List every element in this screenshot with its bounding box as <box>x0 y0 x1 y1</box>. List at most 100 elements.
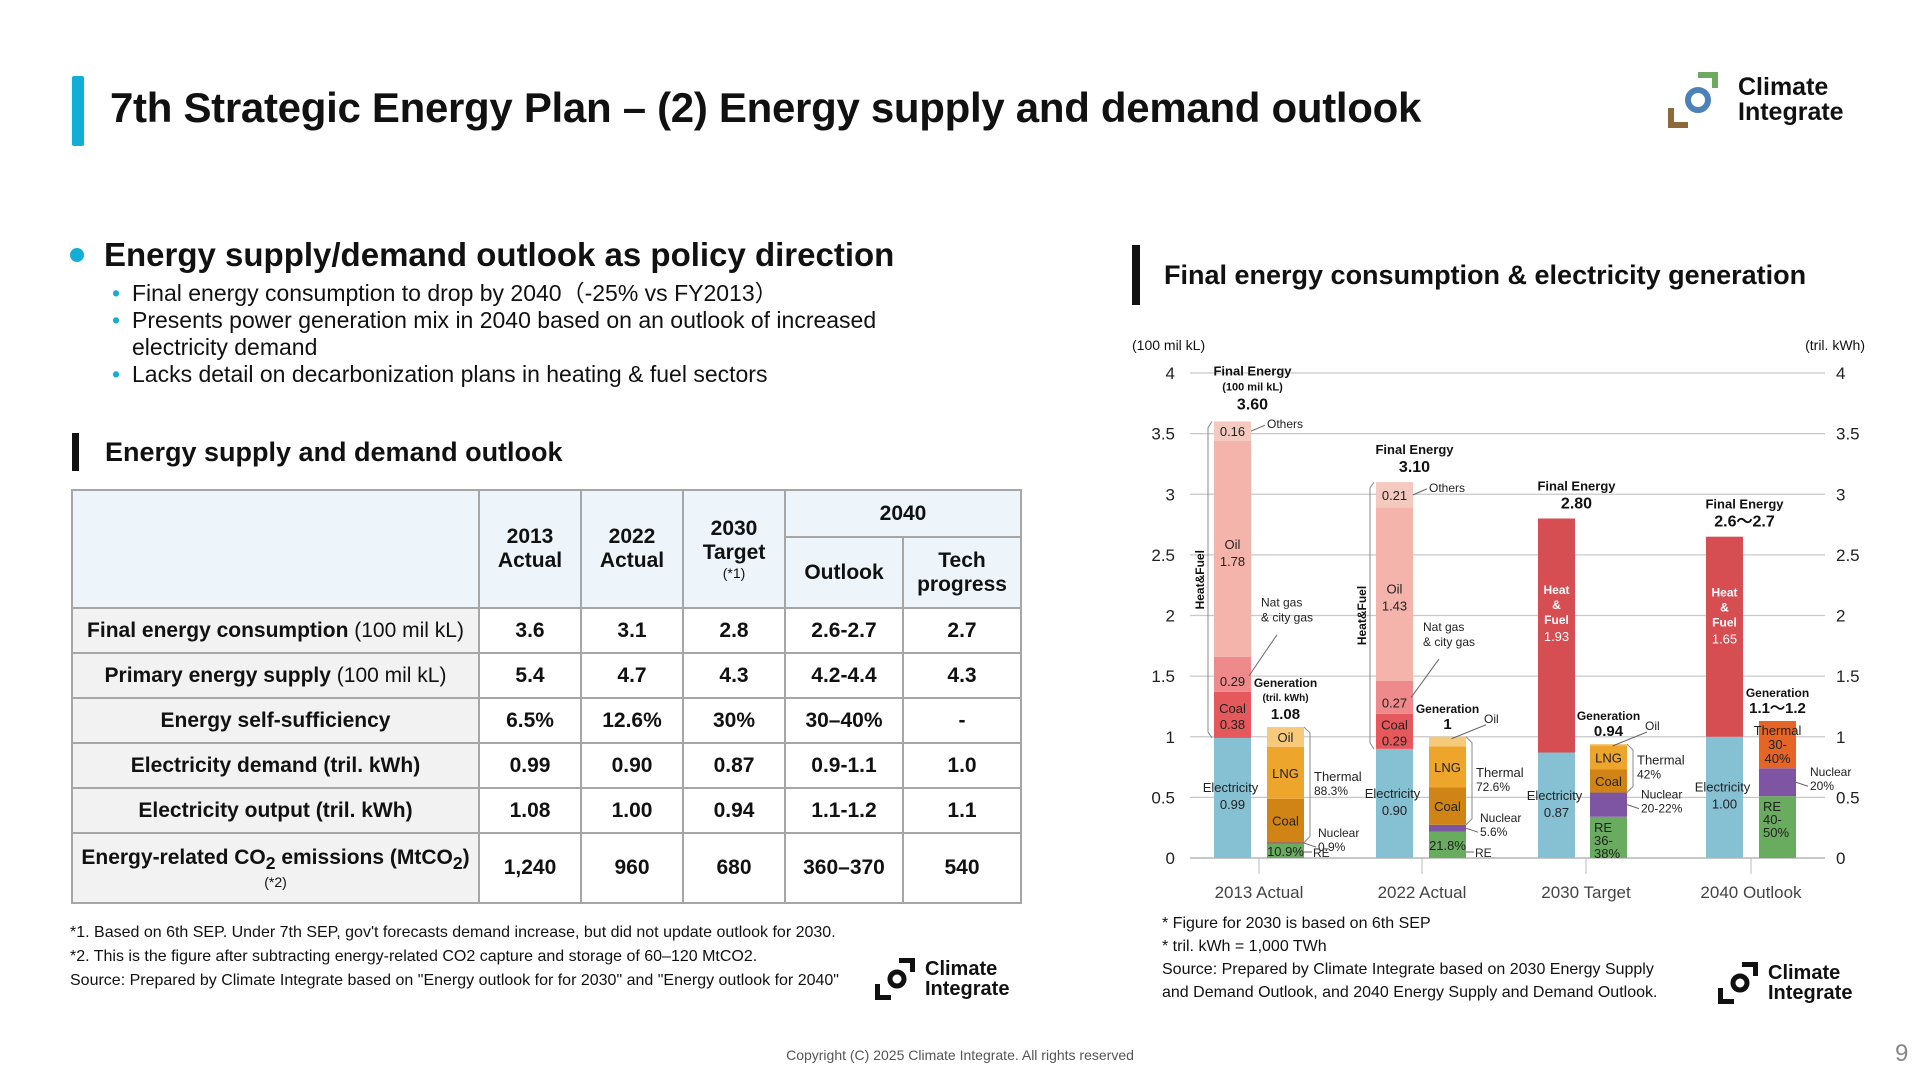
annotation-others: Others <box>1429 481 1465 495</box>
x-tick-label: 2022 Actual <box>1378 883 1467 902</box>
table-row: Energy-related CO2 emissions (MtCO2) (*2)… <box>71 832 1022 904</box>
segment-label: Fuel <box>1712 616 1737 630</box>
segment-value: 0.16 <box>1220 424 1245 439</box>
annotation-nuclear-value: 0.9% <box>1318 840 1346 854</box>
segment-label: & <box>1720 601 1729 615</box>
bar-gen-coal <box>1590 769 1627 793</box>
bar-gen-lng <box>1429 746 1466 788</box>
cell: 960 <box>580 832 684 904</box>
note: and Demand Outlook, and 2040 Energy Supp… <box>1162 984 1658 1001</box>
table-corner-cell <box>71 489 480 609</box>
bar-final-nat-gas-city-gas <box>1214 656 1251 692</box>
row-label: Electricity demand (tril. kWh) <box>71 742 480 789</box>
y-tick-label-right: 2.5 <box>1836 546 1860 565</box>
cell: - <box>902 697 1022 744</box>
segment-label: Coal <box>1272 814 1299 829</box>
y-tick-label-right: 4 <box>1836 364 1845 383</box>
bar-final-nat-gas-city-gas <box>1376 680 1413 714</box>
y-tick-label-left: 1 <box>1166 728 1175 747</box>
row-label: Electricity output (tril. kWh) <box>71 787 480 834</box>
climate-integrate-logo-icon <box>1668 72 1718 128</box>
generation-total: 1.08 <box>1271 706 1300 723</box>
cell: 3.6 <box>478 607 582 654</box>
bar-gen-re <box>1590 816 1627 858</box>
bar-final-coal <box>1214 691 1251 738</box>
segment-label: 36- <box>1594 833 1613 848</box>
logo-line1: Climate <box>1738 73 1829 101</box>
segment-label: Electricity <box>1365 786 1421 801</box>
bar-gen-oil <box>1267 727 1304 747</box>
cell: 1.1-1.2 <box>784 787 904 834</box>
annotation-natgas: & city gas <box>1261 611 1313 625</box>
y-axis-left-label: (100 mil kL) <box>1132 337 1205 353</box>
table-section-title: Energy supply and demand outlook <box>105 436 563 467</box>
final-energy-subtitle: (100 mil kL) <box>1222 382 1283 394</box>
cell: 0.94 <box>682 787 786 834</box>
segment-label: Oil <box>1225 537 1241 552</box>
note: *1. Based on 6th SEP. Under 7th SEP, gov… <box>70 924 836 941</box>
y-tick-label-left: 0 <box>1166 849 1175 868</box>
summary-point: Final energy consumption to drop by 2040… <box>112 280 950 307</box>
cell: 1.00 <box>580 787 684 834</box>
table-row: Electricity demand (tril. kWh) 0.99 0.90… <box>71 742 1022 789</box>
heatfuel-side-label: Heat&Fuel <box>1193 550 1207 609</box>
annotation-natgas: Nat gas <box>1261 596 1302 610</box>
cell: 1.08 <box>478 787 582 834</box>
bar-gen-oil <box>1590 744 1627 746</box>
summary-point: Lacks detail on decarbonization plans in… <box>112 361 950 388</box>
title-accent-bar <box>72 76 84 146</box>
generation-total: 0.94 <box>1594 723 1624 740</box>
segment-label: 40% <box>1764 751 1790 766</box>
bar-gen-oil <box>1429 736 1466 747</box>
annotation-nuclear-value: 20-22% <box>1641 802 1683 816</box>
table-row: Electricity output (tril. kWh) 1.08 1.00… <box>71 787 1022 834</box>
generation-total: 1.1〜1.2 <box>1749 700 1806 717</box>
segment-value: 1.93 <box>1544 629 1569 644</box>
col-header-2013: 2013 Actual <box>478 489 582 609</box>
bar-final-electricity <box>1706 736 1743 858</box>
cell: 0.90 <box>580 742 684 789</box>
x-tick-label: 2030 Target <box>1541 883 1631 902</box>
segment-label: Thermal <box>1754 723 1802 738</box>
segment-label: Electricity <box>1695 779 1751 794</box>
segment-value: 0.87 <box>1544 805 1569 820</box>
leader-line <box>1451 724 1487 740</box>
cell: 4.7 <box>580 652 684 699</box>
y-tick-label-right: 1 <box>1836 728 1845 747</box>
leader-line <box>1410 658 1440 699</box>
col-header-2040-outlook: Outlook <box>784 536 904 609</box>
segment-label: Electricity <box>1527 788 1583 803</box>
final-energy-title: Final Energy <box>1705 497 1784 512</box>
summary-heading-text: Energy supply/demand outlook as policy d… <box>104 236 895 273</box>
copyright: Copyright (C) 2025 Climate Integrate. Al… <box>786 1047 1134 1063</box>
row-label: Energy-related CO2 emissions (MtCO2) (*2) <box>71 832 480 904</box>
segment-label: LNG <box>1434 760 1461 775</box>
y-tick-label-left: 4 <box>1166 364 1175 383</box>
segment-value: 0.27 <box>1382 696 1407 711</box>
bar-final-others <box>1214 421 1251 441</box>
segment-label: 38% <box>1594 846 1620 861</box>
annotation-nuclear: Nuclear <box>1480 811 1521 825</box>
note: Source: Prepared by Climate Integrate ba… <box>70 972 839 989</box>
segment-label: Coal <box>1595 774 1622 789</box>
page-number: 9 <box>1895 1040 1909 1067</box>
note: Source: Prepared by Climate Integrate ba… <box>1162 961 1654 978</box>
energy-outlook-table: 2013 Actual 2022 Actual 2030 Target (*1) 204… <box>71 489 1022 904</box>
segment-label: 50% <box>1763 825 1789 840</box>
bar-final-heat-fuel <box>1538 518 1575 753</box>
cell: 540 <box>902 832 1022 904</box>
segment-label: Coal <box>1219 701 1246 716</box>
final-energy-total: 2.6〜2.7 <box>1714 514 1775 531</box>
climate-integrate-logo-icon <box>875 958 915 1000</box>
bar-final-coal <box>1376 713 1413 749</box>
annotation-nuclear-value: 5.6% <box>1480 825 1508 839</box>
segment-value: 1.65 <box>1712 632 1737 647</box>
cell: 1,240 <box>478 832 582 904</box>
note: * tril. kWh = 1,000 TWh <box>1162 938 1327 955</box>
y-tick-label-right: 0 <box>1836 849 1845 868</box>
chart-section-heading: Final energy consumption & electricity g… <box>1132 245 1806 305</box>
generation-title: Generation <box>1577 709 1640 723</box>
cell: 2.8 <box>682 607 786 654</box>
final-energy-total: 3.60 <box>1237 397 1268 414</box>
